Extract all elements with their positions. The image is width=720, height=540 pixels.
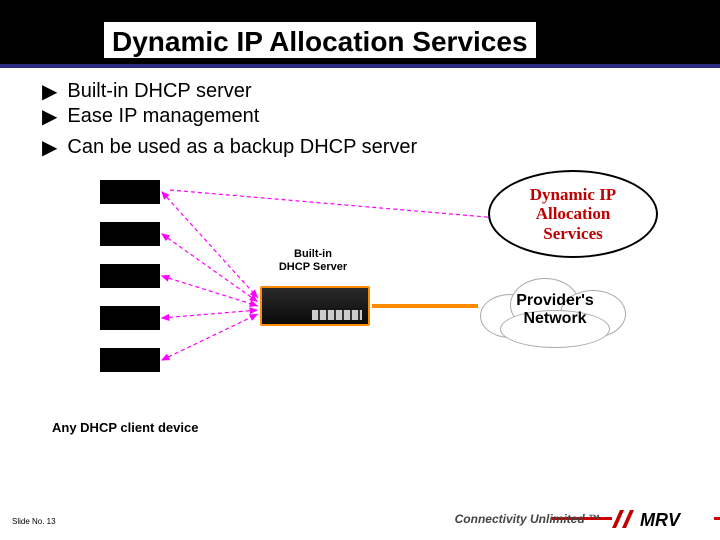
- client-device-box: [100, 348, 160, 372]
- title-underline: [0, 64, 720, 68]
- dhcp-server-icon: [260, 286, 370, 326]
- dhcp-server-label-line1: Built-in DHCP Server: [279, 248, 347, 273]
- bullet-text: Ease IP management: [67, 105, 259, 128]
- bullet-item: ▶ Ease IP management: [42, 105, 417, 128]
- clients-caption: Any DHCP client device: [52, 420, 198, 435]
- svg-text:MRV: MRV: [640, 510, 682, 530]
- provider-network-cloud: Provider's Network: [470, 270, 640, 350]
- bullet-glyph-icon: ▶: [42, 82, 57, 102]
- bullet-text: Can be used as a backup DHCP server: [67, 136, 417, 159]
- cloud-label: Provider's Network: [470, 292, 640, 327]
- callout-bubble-text: Dynamic IP Allocation Services: [530, 185, 616, 244]
- title-band: Dynamic IP Allocation Services: [0, 0, 720, 68]
- client-device-box: [100, 180, 160, 204]
- bullet-item: ▶ Built-in DHCP server: [42, 80, 417, 103]
- callout-bubble: Dynamic IP Allocation Services: [488, 170, 658, 258]
- slide-number: Slide No. 13: [12, 517, 56, 526]
- client-device-box: [100, 264, 160, 288]
- bullet-item: ▶ Can be used as a backup DHCP server: [42, 136, 417, 159]
- bullet-text: Built-in DHCP server: [67, 80, 251, 103]
- diagram-area: Built-in DHCP Server Dynamic IP Allocati…: [0, 170, 720, 450]
- client-device-box: [100, 306, 160, 330]
- bullet-list: ▶ Built-in DHCP server ▶ Ease IP managem…: [42, 80, 417, 161]
- slide-footer: Slide No. 13 Connectivity Unlimited ™ MR…: [0, 500, 720, 540]
- slide-title: Dynamic IP Allocation Services: [104, 22, 536, 58]
- bullet-glyph-icon: ▶: [42, 138, 57, 158]
- footer-tagline: Connectivity Unlimited ™: [455, 512, 600, 526]
- mrv-logo: MRV: [610, 506, 710, 532]
- logo-bar-right: [714, 517, 720, 520]
- bullet-glyph-icon: ▶: [42, 107, 57, 127]
- dhcp-server-label: Built-in DHCP Server: [268, 248, 358, 274]
- client-device-box: [100, 222, 160, 246]
